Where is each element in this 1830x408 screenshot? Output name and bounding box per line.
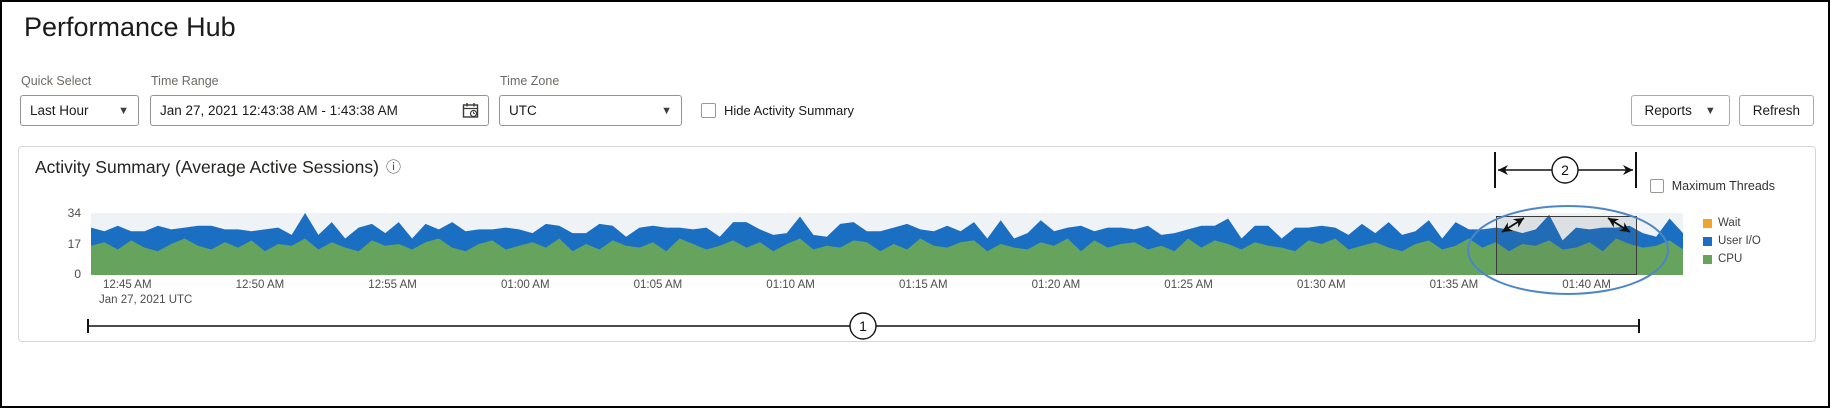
maximum-threads-checkbox[interactable]: Maximum Threads [1649, 179, 1775, 193]
page-title: Performance Hub [24, 12, 236, 42]
x-axis: 12:45 AM 12:50 AM 12:55 AM 01:00 AM 01:05 AM… [91, 279, 1683, 293]
y-tick-label: 17 [67, 237, 81, 251]
legend-label: Wait [1718, 217, 1741, 229]
cpu-swatch-icon [1703, 254, 1712, 264]
quick-select-dropdown[interactable]: Last Hour ▼ [20, 95, 139, 126]
activity-summary-panel: Activity Summary (Average Active Session… [18, 146, 1816, 342]
time-range-label: Time Range [151, 74, 219, 88]
x-tick-label: 01:10 AM [766, 279, 815, 291]
checkbox-box[interactable] [701, 103, 716, 118]
activity-summary-title: Activity Summary (Average Active Session… [35, 157, 379, 177]
x-tick-label: 01:15 AM [898, 279, 948, 291]
time-range-input[interactable]: Jan 27, 2021 12:43:38 AM - 1:43:38 AM [150, 95, 489, 126]
x-tick-label: 01:05 AM [633, 279, 683, 291]
calendar-clock-icon[interactable] [462, 102, 479, 119]
legend-item-wait: Wait [1703, 217, 1761, 229]
time-range-value: Jan 27, 2021 12:43:38 AM - 1:43:38 AM [160, 103, 398, 118]
chevron-down-icon: ▼ [661, 104, 672, 117]
user-io-swatch-icon [1703, 236, 1712, 246]
legend-item-cpu: CPU [1703, 253, 1761, 265]
activity-area-chart[interactable] [91, 213, 1683, 275]
y-tick-label: 34 [67, 206, 81, 220]
chevron-down-icon: ▼ [118, 104, 129, 117]
time-zone-value: UTC [509, 103, 537, 118]
legend-item-user-io: User I/O [1703, 235, 1761, 247]
hide-activity-summary-checkbox[interactable]: Hide Activity Summary [701, 103, 854, 118]
chevron-down-icon: ▼ [1704, 104, 1716, 117]
reports-button-label: Reports [1644, 103, 1692, 118]
x-tick-label: 12:45 AM [102, 279, 152, 291]
y-tick-label: 0 [74, 267, 81, 281]
x-tick-label: 12:55 AM [368, 279, 417, 291]
x-tick-label: 12:50 AM [235, 279, 285, 291]
x-tick-label: 01:40 AM [1562, 279, 1611, 291]
checkbox-box[interactable] [1649, 179, 1664, 193]
x-tick-label: 01:00 AM [500, 279, 550, 291]
legend-label: User I/O [1718, 235, 1761, 247]
time-zone-dropdown[interactable]: UTC ▼ [499, 95, 682, 126]
time-selection-box[interactable] [1496, 216, 1637, 275]
chart-legend: Wait User I/O CPU [1703, 217, 1761, 265]
x-axis-subtitle: Jan 27, 2021 UTC [99, 294, 193, 306]
x-tick-label: 01:20 AM [1031, 279, 1081, 291]
quick-select-label: Quick Select [21, 74, 92, 88]
quick-select-value: Last Hour [30, 103, 89, 118]
reports-button[interactable]: Reports ▼ [1630, 95, 1730, 126]
refresh-button-label: Refresh [1752, 103, 1800, 118]
hide-activity-summary-label: Hide Activity Summary [724, 103, 855, 118]
x-tick-label: 01:30 AM [1296, 279, 1346, 291]
maximum-threads-label: Maximum Threads [1671, 179, 1775, 193]
toolbar-buttons: Reports ▼ Refresh [1630, 95, 1814, 126]
legend-label: CPU [1718, 253, 1743, 265]
x-tick-label: 01:25 AM [1164, 279, 1213, 291]
time-zone-label: Time Zone [500, 74, 560, 88]
x-tick-label: 01:35 AM [1429, 279, 1479, 291]
refresh-button[interactable]: Refresh [1738, 95, 1814, 126]
stacked-area-chart [91, 213, 1683, 275]
info-icon[interactable]: ⓘ [385, 159, 401, 176]
wait-swatch-icon [1703, 218, 1712, 228]
